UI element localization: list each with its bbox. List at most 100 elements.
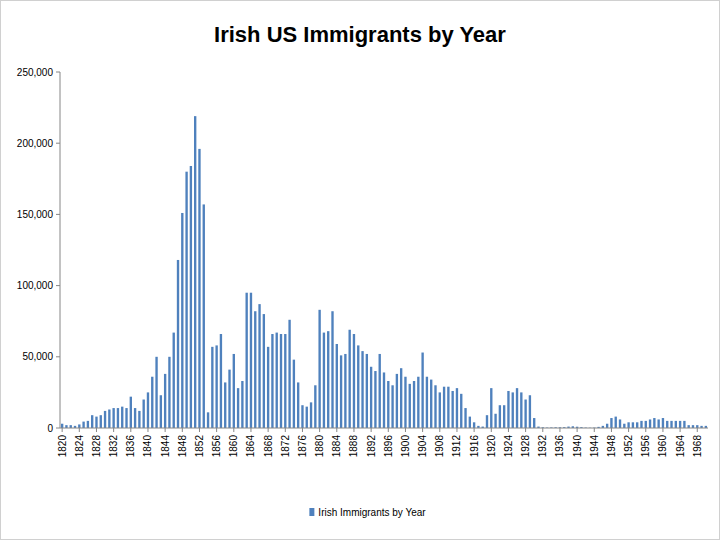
y-tick-label: 250,000 bbox=[17, 67, 54, 78]
x-tick-label: 1900 bbox=[400, 435, 411, 458]
x-tick bbox=[439, 428, 440, 432]
bar bbox=[615, 417, 617, 428]
y-tick-label: 100,000 bbox=[17, 280, 54, 291]
bar bbox=[112, 408, 114, 428]
bar bbox=[623, 424, 625, 428]
y-tick-label: 0 bbox=[47, 423, 53, 434]
x-tick bbox=[559, 428, 560, 432]
bar bbox=[203, 204, 205, 428]
x-tick bbox=[697, 428, 698, 432]
bar bbox=[306, 407, 308, 428]
bar bbox=[151, 377, 153, 428]
bar bbox=[520, 392, 522, 428]
bar bbox=[194, 116, 196, 428]
bar bbox=[657, 419, 659, 428]
x-tick bbox=[491, 428, 492, 432]
bar bbox=[370, 367, 372, 428]
x-tick-label: 1908 bbox=[434, 435, 445, 458]
x-tick bbox=[268, 428, 269, 432]
bar bbox=[241, 381, 243, 428]
bar bbox=[263, 314, 265, 428]
x-tick bbox=[594, 428, 595, 432]
bar bbox=[666, 421, 668, 428]
bar bbox=[258, 304, 260, 428]
x-tick-label: 1820 bbox=[57, 435, 68, 458]
x-tick-label: 1936 bbox=[554, 435, 565, 458]
bar bbox=[185, 172, 187, 428]
x-tick-label: 1876 bbox=[297, 435, 308, 458]
bar bbox=[451, 391, 453, 428]
x-tick bbox=[577, 428, 578, 432]
bar bbox=[61, 424, 63, 428]
y-tick bbox=[56, 285, 60, 286]
x-tick-label: 1916 bbox=[469, 435, 480, 458]
bars bbox=[61, 116, 707, 428]
x-tick bbox=[611, 428, 612, 432]
bar bbox=[91, 415, 93, 428]
bar bbox=[503, 405, 505, 428]
legend-label: Irish Immigrants by Year bbox=[318, 507, 426, 518]
bar bbox=[512, 392, 514, 428]
bar bbox=[619, 419, 621, 428]
bar bbox=[499, 405, 501, 428]
bar bbox=[524, 400, 526, 428]
bar bbox=[529, 395, 531, 428]
bar bbox=[331, 311, 333, 428]
bar bbox=[632, 422, 634, 428]
bar bbox=[473, 422, 475, 428]
x-tick bbox=[371, 428, 372, 432]
bar bbox=[404, 377, 406, 428]
x-tick-label: 1956 bbox=[640, 435, 651, 458]
bar bbox=[267, 347, 269, 428]
bar bbox=[276, 333, 278, 428]
x-tick bbox=[336, 428, 337, 432]
x-tick bbox=[165, 428, 166, 432]
legend: Irish Immigrants by Year bbox=[309, 507, 426, 518]
bar bbox=[155, 357, 157, 428]
bar bbox=[469, 417, 471, 428]
x-tick-label: 1892 bbox=[366, 435, 377, 458]
y-tick bbox=[56, 72, 60, 73]
bar bbox=[245, 293, 247, 428]
x-tick bbox=[250, 428, 251, 432]
bar bbox=[627, 422, 629, 428]
bar bbox=[391, 385, 393, 428]
bar bbox=[207, 412, 209, 428]
bar bbox=[366, 354, 368, 428]
x-tick-label: 1912 bbox=[451, 435, 462, 458]
bar bbox=[130, 397, 132, 428]
x-tick bbox=[388, 428, 389, 432]
bar bbox=[606, 424, 608, 428]
bar bbox=[318, 310, 320, 428]
bar bbox=[357, 345, 359, 428]
x-tick bbox=[285, 428, 286, 432]
bar bbox=[288, 320, 290, 428]
chart: Irish US Immigrants by Year050,000100,00… bbox=[0, 0, 720, 540]
bar bbox=[374, 371, 376, 428]
bar bbox=[439, 392, 441, 428]
x-tick-label: 1932 bbox=[537, 435, 548, 458]
x-tick bbox=[233, 428, 234, 432]
x-tick-label: 1832 bbox=[108, 435, 119, 458]
bar bbox=[434, 385, 436, 428]
x-tick-label: 1928 bbox=[520, 435, 531, 458]
bar bbox=[117, 408, 119, 428]
bar bbox=[301, 405, 303, 428]
x-tick bbox=[302, 428, 303, 432]
y-tick bbox=[56, 356, 60, 357]
bar bbox=[87, 421, 89, 428]
x-tick-label: 1824 bbox=[74, 435, 85, 458]
x-tick-label: 1968 bbox=[692, 435, 703, 458]
bar bbox=[181, 213, 183, 428]
x-tick-label: 1964 bbox=[675, 435, 686, 458]
bar bbox=[653, 418, 655, 428]
x-tick bbox=[147, 428, 148, 432]
bar bbox=[224, 382, 226, 428]
x-tick-label: 1856 bbox=[211, 435, 222, 458]
bar bbox=[396, 374, 398, 428]
bar bbox=[336, 344, 338, 428]
y-tick bbox=[56, 428, 60, 429]
bar bbox=[348, 330, 350, 428]
bar bbox=[250, 293, 252, 428]
bar bbox=[108, 409, 110, 428]
